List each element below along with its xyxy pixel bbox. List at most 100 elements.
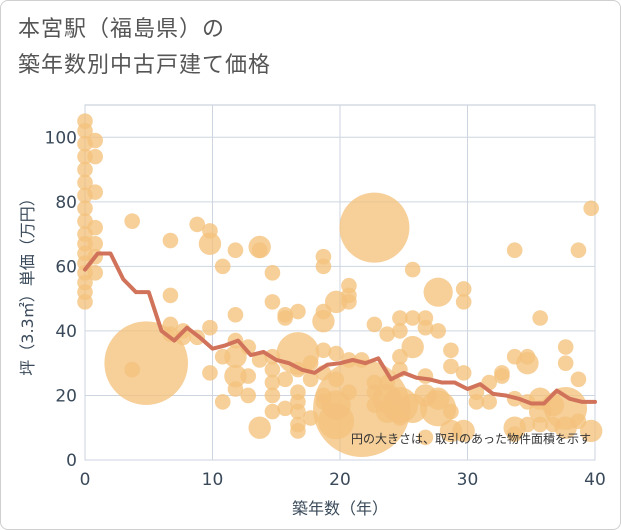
bubble-point	[87, 148, 103, 165]
bubble-point	[77, 123, 93, 139]
bubble-point	[227, 306, 244, 323]
bubble-point	[315, 342, 332, 359]
bubble-point	[583, 200, 599, 217]
bubble-point	[264, 387, 281, 404]
bubble-point	[202, 365, 218, 381]
bubble-point	[494, 368, 510, 384]
chart-title: 本宮駅（福島県）の 築年数別中古戸建て価格	[18, 12, 271, 84]
y-axis-label: 坪（3.3㎡）単価（万円）	[18, 190, 37, 375]
bubble-point	[328, 345, 344, 362]
bubble-point	[570, 371, 587, 388]
bubble-point	[341, 294, 357, 310]
bubble-point	[443, 403, 459, 420]
bubble-point	[455, 365, 472, 381]
bubble-point	[417, 319, 434, 336]
bubble-point	[240, 368, 256, 384]
bubble-point	[532, 416, 548, 433]
y-tick-label: 40	[55, 322, 77, 342]
bubble-point	[240, 387, 256, 404]
y-tick-labels: 0 20 40 60 80 100	[45, 128, 77, 471]
bubble-point	[404, 310, 421, 326]
bubble-point	[224, 345, 247, 368]
bubble-point	[87, 219, 103, 236]
bubble-point	[87, 235, 103, 252]
y-tick-label: 100	[45, 128, 77, 148]
bubble-point	[277, 310, 293, 326]
average-price-line	[83, 251, 597, 406]
bubble-point	[77, 161, 93, 178]
bubble-point	[77, 174, 93, 191]
bubble-point	[240, 339, 256, 355]
bubble-point	[214, 258, 231, 275]
x-tick-label: 40	[584, 470, 606, 490]
bubble-point	[557, 339, 574, 355]
x-tick-label: 10	[202, 470, 224, 490]
bubble-point	[202, 319, 218, 336]
bubble-point	[290, 423, 306, 439]
bubble-point	[443, 358, 459, 375]
bubble-point	[264, 294, 281, 310]
x-tick-labels: 0 10 20 30 40	[80, 470, 606, 490]
bubble-point	[302, 371, 319, 388]
bubble-point	[315, 258, 332, 275]
bubble-point	[532, 310, 548, 326]
y-tick-label: 80	[55, 193, 77, 213]
bubble-point	[404, 261, 421, 278]
bubble-point	[251, 242, 268, 259]
bubble-point	[519, 416, 536, 433]
bubble-point	[570, 242, 587, 259]
bubble-point	[516, 351, 539, 375]
bubble-point	[77, 294, 93, 310]
bubble-point	[302, 355, 319, 371]
bubble-point	[557, 355, 574, 371]
bubble-point	[579, 419, 603, 443]
bubble-point	[227, 381, 244, 397]
bubble-point	[264, 403, 281, 420]
size-note: 円の大きさは、取引のあった物件面積を示す	[351, 431, 591, 446]
bubble-point	[506, 426, 523, 442]
x-tick-label: 0	[80, 470, 91, 490]
bubble-point	[423, 277, 453, 307]
bubble-point	[87, 265, 103, 281]
y-tick-label: 0	[66, 451, 77, 471]
x-axis-label: 築年数（年）	[292, 499, 388, 518]
bubble-point	[224, 364, 247, 388]
bubble-point	[87, 184, 103, 200]
bubble-point	[392, 310, 408, 326]
bubble-point	[189, 216, 205, 233]
bubble-point	[277, 400, 293, 417]
bubble-point	[430, 323, 446, 339]
bubble-point	[379, 326, 395, 342]
title-line-2: 築年数別中古戸建て価格	[18, 53, 272, 78]
bubble-point	[124, 213, 140, 229]
bubble-point	[162, 287, 179, 304]
bubble-point	[401, 335, 424, 359]
bubble-point	[392, 323, 408, 339]
bubble-point	[290, 403, 306, 420]
bubble-point	[248, 416, 271, 439]
bubble-point	[104, 321, 188, 405]
bubble-point	[339, 192, 410, 263]
x-tick-label: 20	[329, 470, 351, 490]
bubble-point	[452, 419, 475, 443]
bubble-point	[455, 281, 472, 297]
bubble-point	[264, 265, 281, 281]
bubble-point	[443, 342, 459, 359]
bubble-point	[290, 303, 306, 320]
bubble-point	[455, 294, 472, 310]
title-line-1: 本宮駅（福島県）の	[18, 17, 226, 42]
bubble-point	[506, 242, 523, 259]
bubble-point	[251, 352, 268, 368]
bubble-point	[277, 371, 293, 388]
bubble-point	[87, 132, 103, 149]
bubble-point	[77, 200, 93, 217]
bubble-point	[312, 310, 335, 333]
y-tick-label: 20	[55, 386, 77, 406]
bubble-point	[162, 232, 179, 249]
bubble-point	[366, 316, 383, 333]
bubble-point	[468, 394, 485, 410]
bubble-point	[214, 394, 231, 410]
bubble-point	[264, 374, 281, 391]
x-tick-label: 30	[457, 470, 479, 490]
